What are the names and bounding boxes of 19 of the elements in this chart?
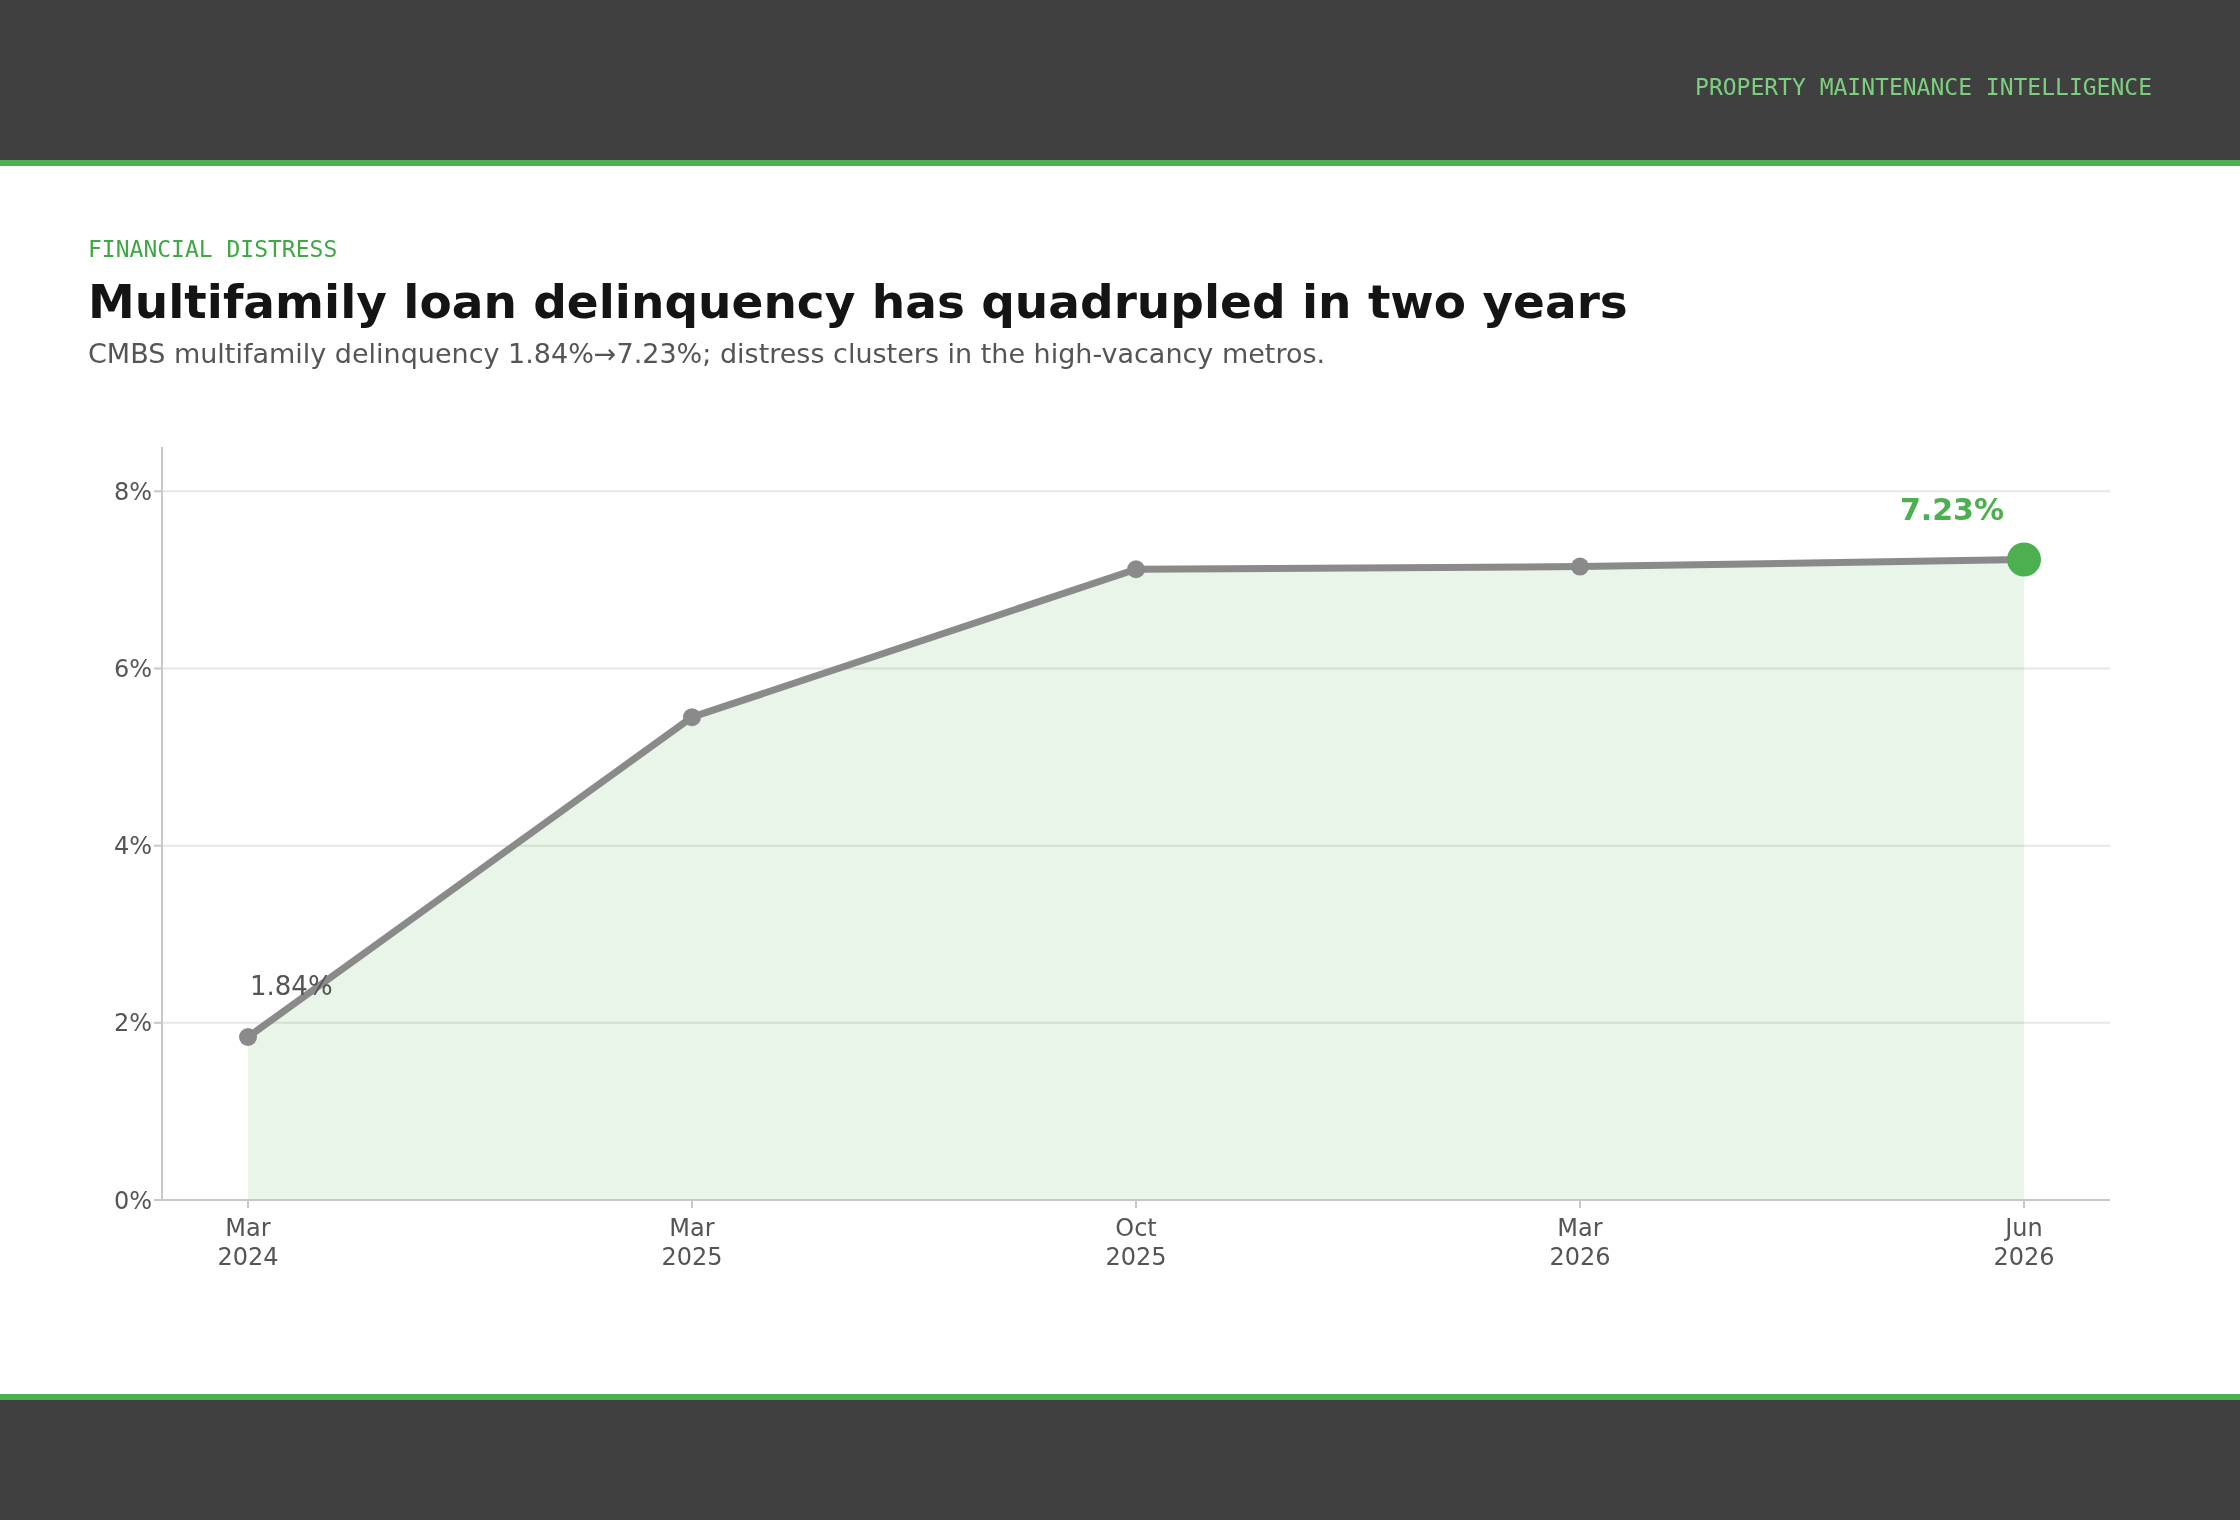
chart-subtitle: CMBS multifamily delinquency 1.84%→7.23%; distress clusters in the high-vacancy metros.: [88, 338, 1326, 369]
y-tick-label: 6%: [113, 654, 152, 683]
y-tick-label: 4%: [113, 832, 152, 861]
x-tick-label: Oct 2025: [1105, 1214, 1167, 1271]
text: FINANCIAL DISTRESS: [88, 236, 338, 262]
y-tick-label: 8%: [113, 477, 152, 506]
point: [683, 708, 701, 727]
y-tick-label: 0%: [113, 1186, 152, 1215]
x-tick-label: Mar 2026: [1549, 1214, 1611, 1271]
y-tick-label: 2%: [113, 1009, 152, 1038]
chart-title: Multifamily loan delinquency has quadrupled in two years: [88, 274, 1628, 329]
point: [1571, 557, 1589, 576]
x-tick-label: Mar 2025: [661, 1214, 723, 1271]
x-tick-label: Jun 2026: [1993, 1214, 2055, 1271]
text: PROPERTY MAINTENANCE INTELLIGENCE: [1695, 74, 2152, 100]
data-label: 7.23%: [1899, 491, 2004, 527]
x-tick-label: Mar 2024: [217, 1214, 279, 1271]
point: [239, 1028, 257, 1046]
point: [1127, 560, 1145, 579]
